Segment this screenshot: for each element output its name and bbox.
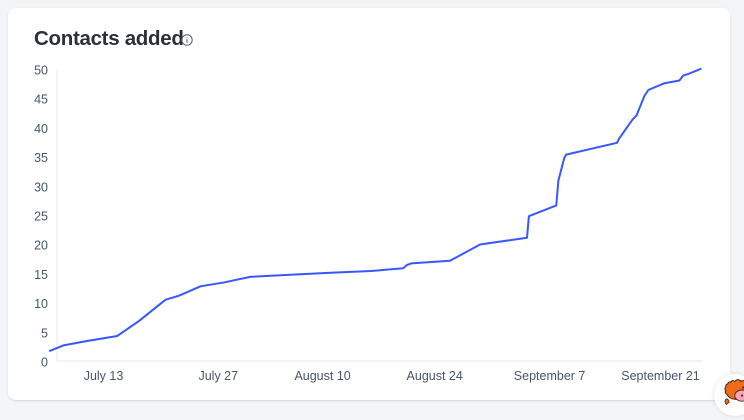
svg-text:50: 50 (34, 64, 48, 78)
svg-text:July 27: July 27 (198, 369, 238, 383)
svg-text:40: 40 (34, 122, 48, 136)
svg-text:45: 45 (34, 93, 48, 107)
svg-text:15: 15 (34, 268, 48, 282)
svg-text:August 24: August 24 (407, 369, 463, 383)
svg-text:25: 25 (34, 210, 48, 224)
svg-text:0: 0 (41, 356, 48, 370)
svg-text:August 10: August 10 (294, 369, 350, 383)
svg-text:July 13: July 13 (84, 369, 124, 383)
svg-text:20: 20 (34, 239, 48, 253)
svg-text:30: 30 (34, 180, 48, 194)
svg-text:10: 10 (34, 297, 48, 311)
svg-text:5: 5 (41, 326, 48, 340)
svg-text:35: 35 (34, 151, 48, 165)
svg-text:September 7: September 7 (514, 369, 586, 383)
svg-text:September 21: September 21 (621, 369, 700, 383)
